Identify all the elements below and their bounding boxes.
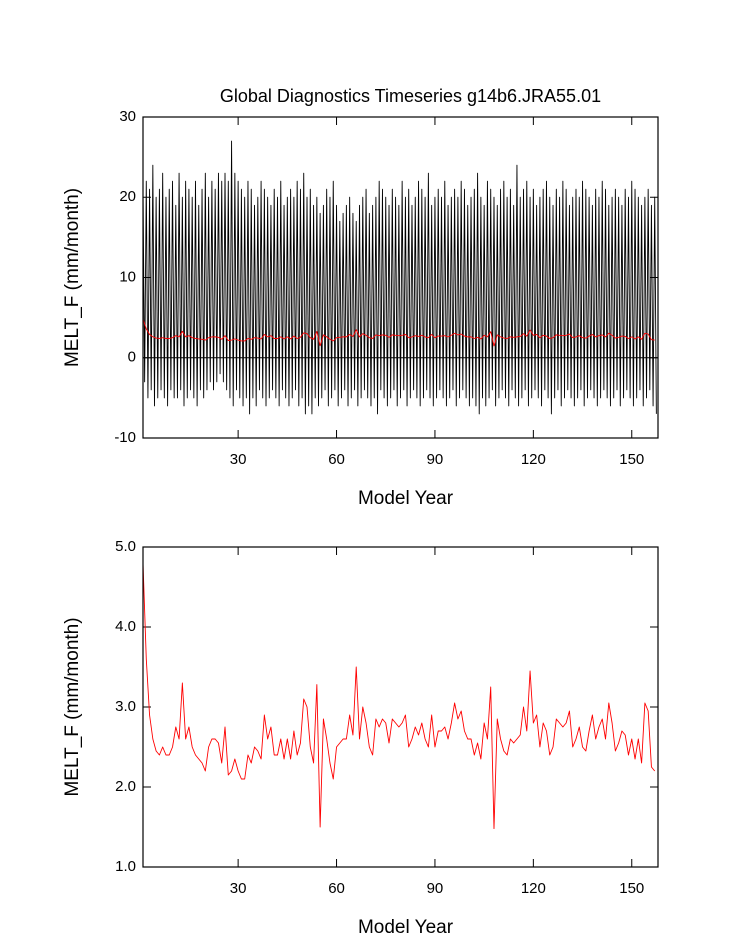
x-tick-label: 150 <box>619 451 644 468</box>
y-tick-label: 0 <box>128 349 136 366</box>
y-tick-label: -10 <box>114 429 136 446</box>
y-tick-label: 20 <box>119 188 136 205</box>
data-line <box>142 140 657 415</box>
x-axis-title: Model Year <box>358 917 454 938</box>
y-tick-label: 4.0 <box>115 618 136 635</box>
chart-title: Global Diagnostics Timeseries g14b6.JRA5… <box>220 86 601 106</box>
x-tick-label: 90 <box>427 880 444 897</box>
x-tick-label: 90 <box>427 451 444 468</box>
x-tick-label: 30 <box>230 451 247 468</box>
y-tick-label: 30 <box>119 108 136 125</box>
data-line <box>142 319 655 347</box>
y-axis-title: MELT_F (mm/month) <box>62 188 83 367</box>
x-tick-label: 150 <box>619 880 644 897</box>
x-tick-label: 60 <box>328 451 345 468</box>
x-tick-label: 60 <box>328 880 345 897</box>
y-tick-label: 3.0 <box>115 698 136 715</box>
y-tick-label: 10 <box>119 268 136 285</box>
y-axis-title: MELT_F (mm/month) <box>62 617 83 796</box>
y-tick-label: 1.0 <box>115 858 136 875</box>
plot-frame <box>142 116 659 439</box>
y-tick-label: 5.0 <box>115 538 136 555</box>
x-tick-label: 120 <box>521 451 546 468</box>
y-tick-label: 2.0 <box>115 778 136 795</box>
x-tick-label: 30 <box>230 880 247 897</box>
plot-frame <box>142 546 659 868</box>
x-tick-label: 120 <box>521 880 546 897</box>
data-line <box>142 562 656 830</box>
x-axis-title: Model Year <box>358 488 454 509</box>
